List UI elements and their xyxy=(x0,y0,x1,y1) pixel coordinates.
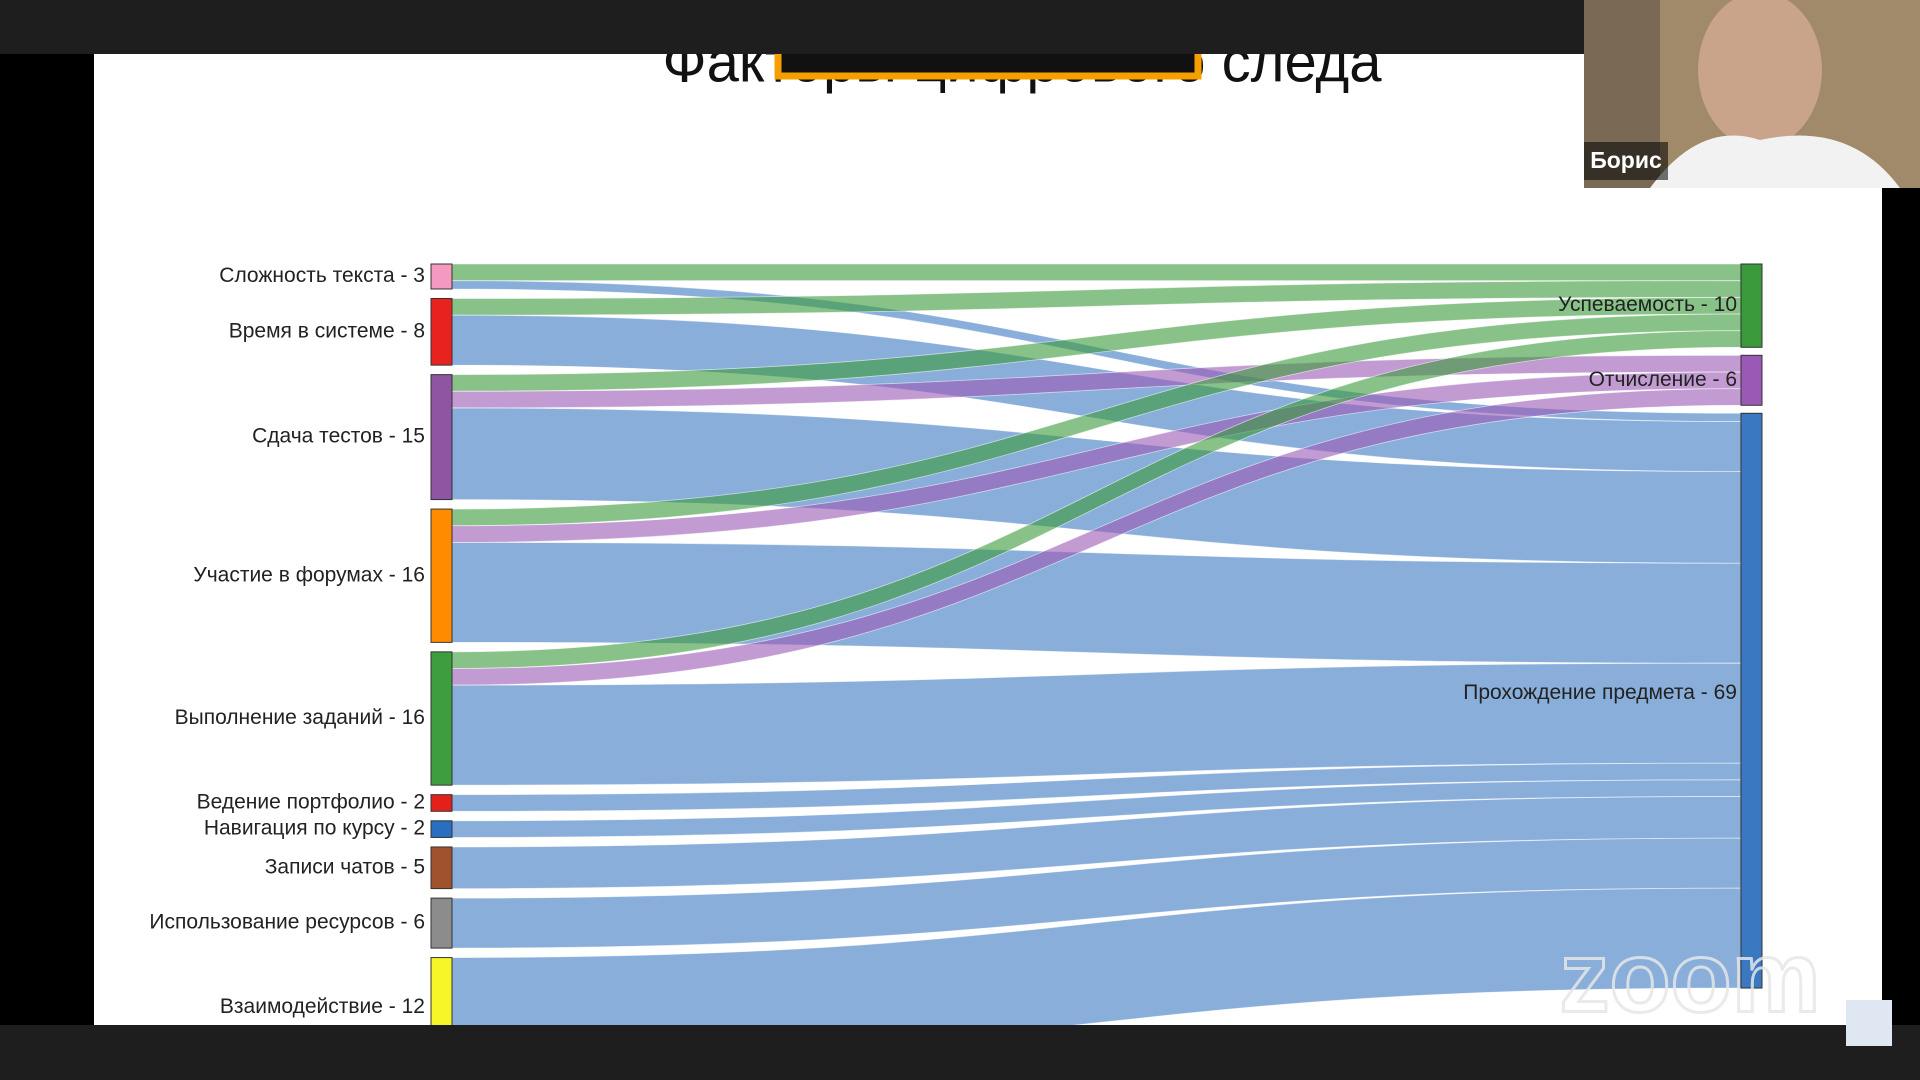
face xyxy=(1698,0,1822,148)
sankey-node xyxy=(430,297,453,366)
sankey-node xyxy=(430,957,453,1025)
sankey-node xyxy=(1740,263,1763,348)
links xyxy=(451,263,1742,1025)
sankey-node xyxy=(1740,412,1763,989)
node-label: Отчисление - 6 xyxy=(1589,368,1737,391)
node-label: Участие в форумах - 16 xyxy=(193,563,425,586)
shirt xyxy=(1650,135,1900,188)
node-label: Успеваемость - 10 xyxy=(1558,293,1737,316)
sankey-link xyxy=(451,263,1742,282)
sankey-node xyxy=(430,846,453,890)
node-label: Навигация по курсу - 2 xyxy=(204,817,425,840)
node-label: Использование ресурсов - 6 xyxy=(149,911,425,934)
sankey-node xyxy=(430,794,453,812)
node-label: Записи чатов - 5 xyxy=(265,855,425,878)
participant-video: Борис xyxy=(1584,0,1920,188)
name-tag xyxy=(1584,142,1668,180)
sankey-node xyxy=(1740,354,1763,406)
sankey-node xyxy=(430,374,453,501)
node-label: Взаимодействие - 12 xyxy=(220,995,425,1018)
node-label: Ведение портфолио - 2 xyxy=(197,791,425,814)
sankey-node xyxy=(430,897,453,949)
zoom-watermark: zoom xyxy=(1559,921,1820,1033)
node-label: Время в системе - 8 xyxy=(229,319,425,342)
sankey-node xyxy=(430,508,453,643)
overlay-bar xyxy=(774,54,1202,80)
sankey-node xyxy=(430,820,453,838)
participant-name: Борис xyxy=(1590,147,1662,173)
node-label: Прохождение предмета - 69 xyxy=(1463,681,1737,704)
node-label: Сложность текста - 3 xyxy=(219,264,425,287)
sankey-chart: Сложность текста - 3 Время в системе - 8 С… xyxy=(149,54,1763,1025)
sankey-node xyxy=(430,651,453,786)
logo-icon xyxy=(1846,1000,1892,1046)
sankey-node xyxy=(430,263,453,290)
node-label: Сдача тестов - 15 xyxy=(252,425,425,448)
node-label: Выполнение заданий - 16 xyxy=(175,706,425,729)
